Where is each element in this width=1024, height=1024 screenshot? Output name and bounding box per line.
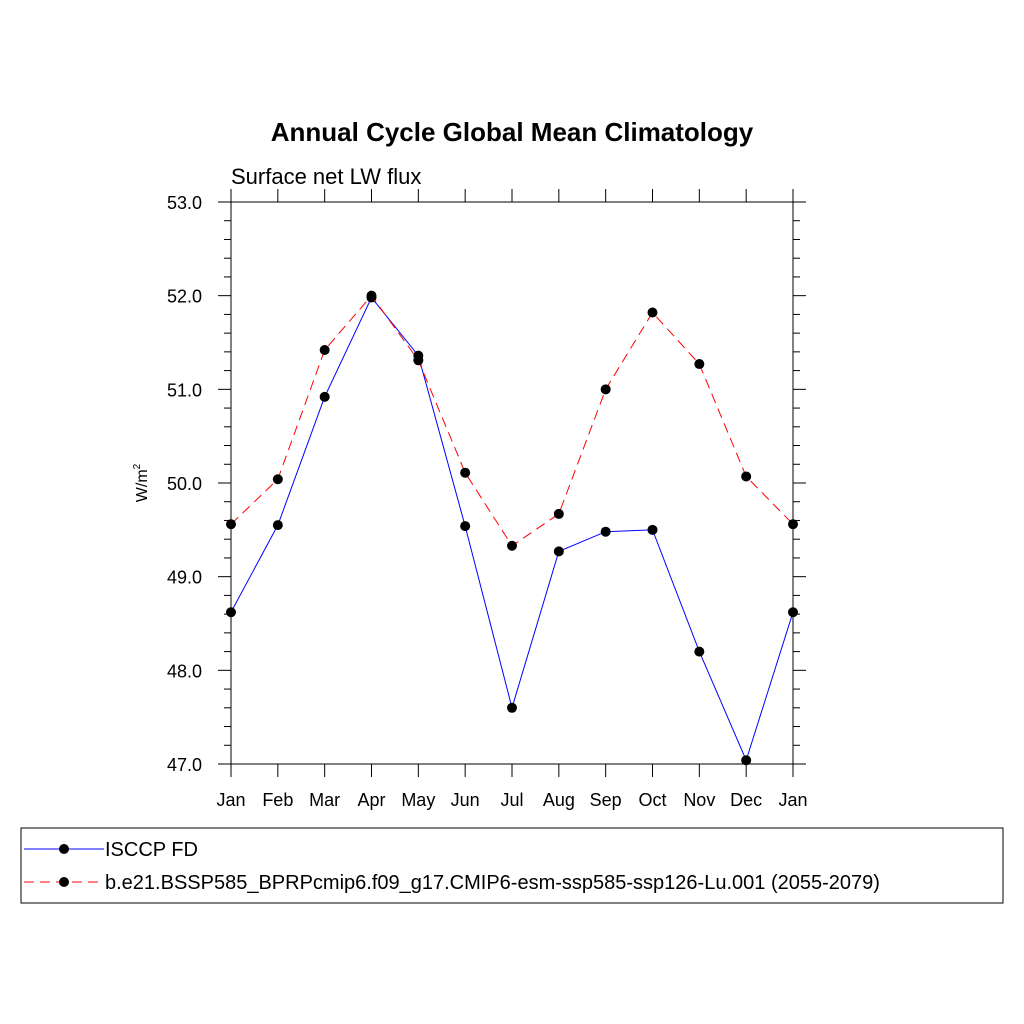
plot-area: Jan Feb Mar Apr May Jun Jul Aug Sep Oct Nov Dec Jan … xyxy=(167,189,808,810)
series-line xyxy=(230,294,794,547)
legend-marker xyxy=(59,844,69,854)
y-tick-label: 49.0 xyxy=(167,568,202,588)
x-tick-label: Jul xyxy=(500,790,523,810)
data-point xyxy=(647,524,658,535)
data-point xyxy=(694,359,705,370)
x-tick-label: May xyxy=(401,790,435,810)
legend: ISCCP FD b.e21.BSSP585_BPRPcmip6.f09_g17.… xyxy=(20,827,1004,904)
data-point xyxy=(413,355,424,366)
series-2 xyxy=(226,290,798,551)
series-1 xyxy=(226,292,798,766)
data-point xyxy=(553,546,564,557)
data-point xyxy=(366,290,377,301)
x-axis-tick-labels: Jan Feb Mar Apr May Jun Jul Aug Sep Oct Nov Dec Jan xyxy=(216,790,807,810)
data-point xyxy=(460,467,471,478)
y-tick-label: 50.0 xyxy=(167,474,202,494)
chart-subtitle: Surface net LW flux xyxy=(231,164,421,189)
legend-box xyxy=(20,827,1004,904)
data-point xyxy=(226,519,236,530)
legend-entry-2: b.e21.BSSP585_BPRPcmip6.f09_g17.CMIP6-es… xyxy=(24,872,880,894)
legend-entry-1: ISCCP FD xyxy=(24,839,198,861)
data-point xyxy=(788,519,798,530)
y-tick-label: 47.0 xyxy=(167,755,202,775)
y-axis-label: W/m2 xyxy=(132,463,151,502)
data-point xyxy=(741,755,752,766)
data-point xyxy=(319,391,330,402)
x-tick-label: Dec xyxy=(730,790,762,810)
data-point xyxy=(507,702,517,713)
y-tick-label: 51.0 xyxy=(167,380,202,400)
y-axis-tick-labels: 47.0 48.0 49.0 50.0 51.0 52.0 53.0 xyxy=(167,193,202,775)
x-tick-label: Oct xyxy=(638,790,666,810)
x-tick-label: Jun xyxy=(451,790,480,810)
legend-label: ISCCP FD xyxy=(105,839,198,861)
chart-title: Annual Cycle Global Mean Climatology xyxy=(271,117,754,147)
data-point xyxy=(741,471,752,482)
x-tick-label: Nov xyxy=(683,790,715,810)
data-point xyxy=(788,607,798,618)
data-point xyxy=(272,474,283,485)
data-point xyxy=(600,526,611,537)
x-tick-label: Jan xyxy=(216,790,245,810)
data-point xyxy=(600,384,611,395)
plot-frame xyxy=(230,201,794,765)
data-point xyxy=(507,540,517,551)
data-point xyxy=(272,520,283,531)
y-axis-ticks xyxy=(218,201,806,765)
data-point xyxy=(460,521,471,532)
data-point xyxy=(319,344,330,355)
y-tick-label: 52.0 xyxy=(167,287,202,307)
legend-label: b.e21.BSSP585_BPRPcmip6.f09_g17.CMIP6-es… xyxy=(105,872,880,894)
series-group xyxy=(226,290,798,766)
data-point xyxy=(647,307,658,318)
y-tick-label: 53.0 xyxy=(167,193,202,213)
x-tick-label: Aug xyxy=(543,790,575,810)
data-point xyxy=(694,646,705,657)
y-axis-label-superscript: 2 xyxy=(132,463,143,469)
x-axis-ticks xyxy=(230,189,794,777)
series-line xyxy=(230,296,794,762)
x-tick-label: Apr xyxy=(357,790,385,810)
y-axis-label-base: W/m xyxy=(134,469,151,502)
x-tick-label: Feb xyxy=(262,790,293,810)
legend-marker xyxy=(59,877,69,887)
x-tick-label: Jan xyxy=(778,790,807,810)
y-tick-label: 48.0 xyxy=(167,661,202,681)
legend-entries: ISCCP FD b.e21.BSSP585_BPRPcmip6.f09_g17.… xyxy=(24,839,880,894)
x-tick-label: Sep xyxy=(590,790,622,810)
data-point xyxy=(553,508,564,519)
x-tick-label: Mar xyxy=(309,790,340,810)
data-point xyxy=(226,607,236,618)
